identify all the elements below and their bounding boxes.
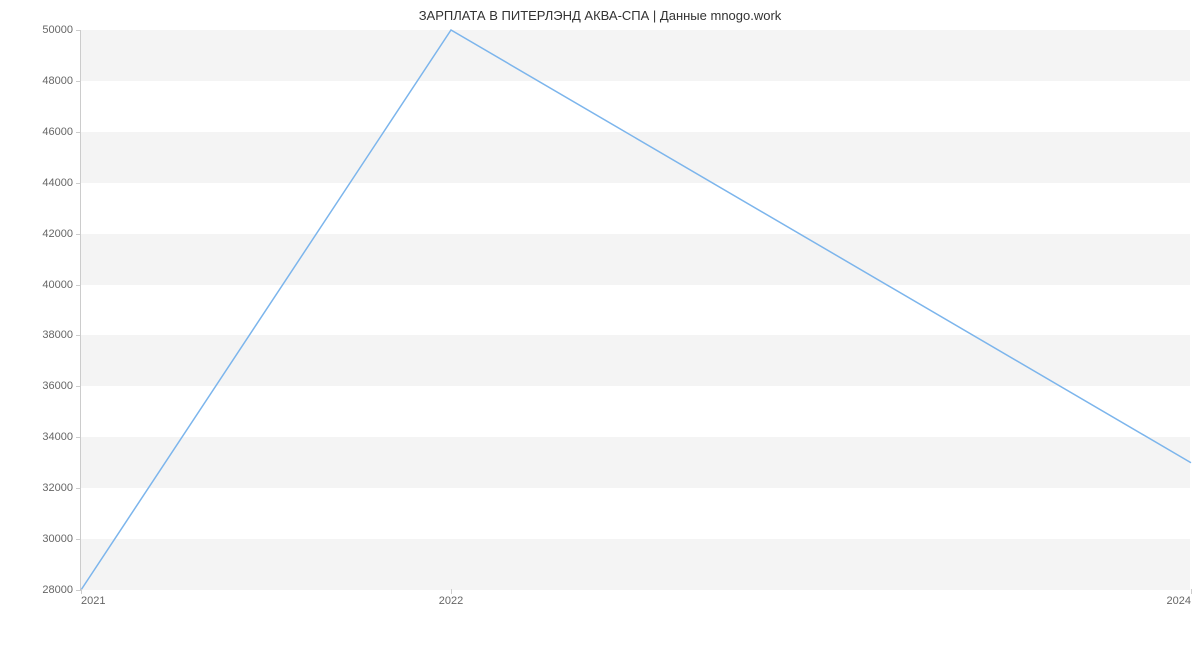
y-axis-tick-mark <box>76 81 81 82</box>
x-axis-tick-label: 2022 <box>439 595 463 607</box>
y-axis-tick-mark <box>76 132 81 133</box>
y-axis-tick-label: 50000 <box>42 24 73 36</box>
y-axis-tick-mark <box>76 386 81 387</box>
y-axis-tick-label: 34000 <box>42 431 73 443</box>
x-axis-tick-mark <box>451 589 452 594</box>
x-axis-tick-mark <box>81 589 82 594</box>
y-axis-tick-mark <box>76 234 81 235</box>
y-axis-tick-mark <box>76 183 81 184</box>
y-axis-tick-label: 36000 <box>42 380 73 392</box>
y-axis-tick-label: 46000 <box>42 126 73 138</box>
chart-title: ЗАРПЛАТА В ПИТЕРЛЭНД АКВА-СПА | Данные m… <box>0 0 1200 23</box>
x-axis-tick-label: 2021 <box>81 595 105 607</box>
line-chart-svg <box>81 30 1191 590</box>
y-axis-tick-label: 48000 <box>42 75 73 87</box>
y-axis-tick-mark <box>76 30 81 31</box>
y-axis-tick-mark <box>76 285 81 286</box>
y-axis-tick-label: 32000 <box>42 482 73 494</box>
y-axis-tick-label: 40000 <box>42 279 73 291</box>
y-axis-tick-mark <box>76 437 81 438</box>
y-axis-tick-label: 42000 <box>42 228 73 240</box>
y-axis-tick-label: 28000 <box>42 584 73 596</box>
x-axis-tick-label: 2024 <box>1167 595 1191 607</box>
y-axis-tick-label: 30000 <box>42 533 73 545</box>
y-axis-tick-mark <box>76 335 81 336</box>
x-axis-tick-mark <box>1191 589 1192 594</box>
y-axis-tick-mark <box>76 539 81 540</box>
chart-container: 28000 30000 32000 34000 36000 38000 40000 42000… <box>0 30 1200 620</box>
series-line <box>81 30 1191 590</box>
y-axis-tick-label: 44000 <box>42 177 73 189</box>
y-axis-tick-label: 38000 <box>42 329 73 341</box>
y-axis-tick-mark <box>76 488 81 489</box>
plot-area: 2800030000320003400036000380004000042000… <box>80 30 1190 590</box>
